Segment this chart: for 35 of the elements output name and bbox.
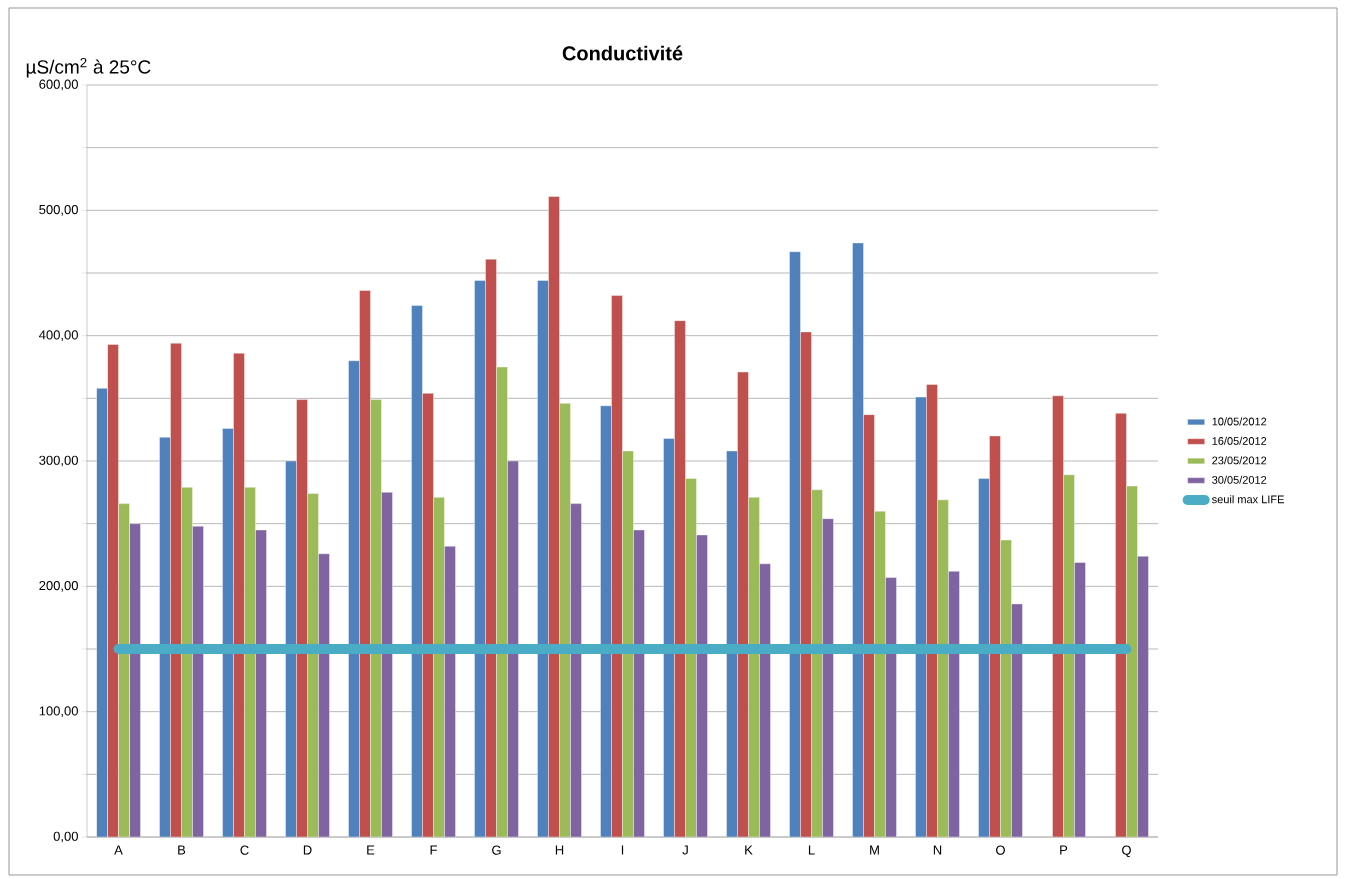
y-tick-label: 400,00	[39, 330, 78, 342]
y-tick-label: 300,00	[39, 455, 78, 467]
x-tick-label: D	[303, 845, 312, 855]
y-tick-label: 500,00	[39, 204, 78, 216]
legend-label: 23/05/2012	[1212, 456, 1267, 465]
x-tick-label: F	[430, 845, 437, 855]
legend-label: 16/05/2012	[1212, 436, 1267, 445]
y-tick-label: 100,00	[39, 706, 78, 718]
bar	[107, 344, 119, 837]
x-tick-label: L	[808, 845, 815, 855]
bar	[96, 388, 108, 837]
x-tick-label: G	[492, 845, 501, 855]
x-tick-label: B	[178, 845, 186, 855]
x-tick-label: K	[745, 845, 753, 855]
bar	[1126, 485, 1138, 837]
x-tick-label: Q	[1122, 845, 1131, 858]
y-tick-label: 200,00	[39, 580, 78, 592]
x-tick-label: N	[933, 845, 942, 855]
y-axis-title: µS/cm$^{2}$ à 25°C	[26, 57, 151, 78]
x-tick-label: H	[555, 845, 564, 855]
x-tick-label: P	[1060, 845, 1068, 855]
y-tick-label: 600,00	[39, 79, 78, 91]
legend-label: 30/05/2012	[1212, 475, 1267, 484]
legend-label: 10/05/2012	[1212, 417, 1267, 426]
x-tick-label: I	[621, 845, 624, 855]
legend-label: seuil max LIFE	[1212, 495, 1284, 504]
x-tick-label: C	[240, 845, 249, 855]
x-tick-label: A	[114, 845, 123, 855]
x-tick-label: J	[682, 845, 688, 855]
chart-title: Conductivité	[562, 45, 683, 61]
y-tick-label: 0,00	[53, 831, 78, 843]
bar	[1137, 556, 1149, 837]
x-tick-label: E	[367, 845, 375, 855]
x-tick-label: M	[870, 845, 879, 855]
x-tick-label: O	[996, 845, 1005, 855]
